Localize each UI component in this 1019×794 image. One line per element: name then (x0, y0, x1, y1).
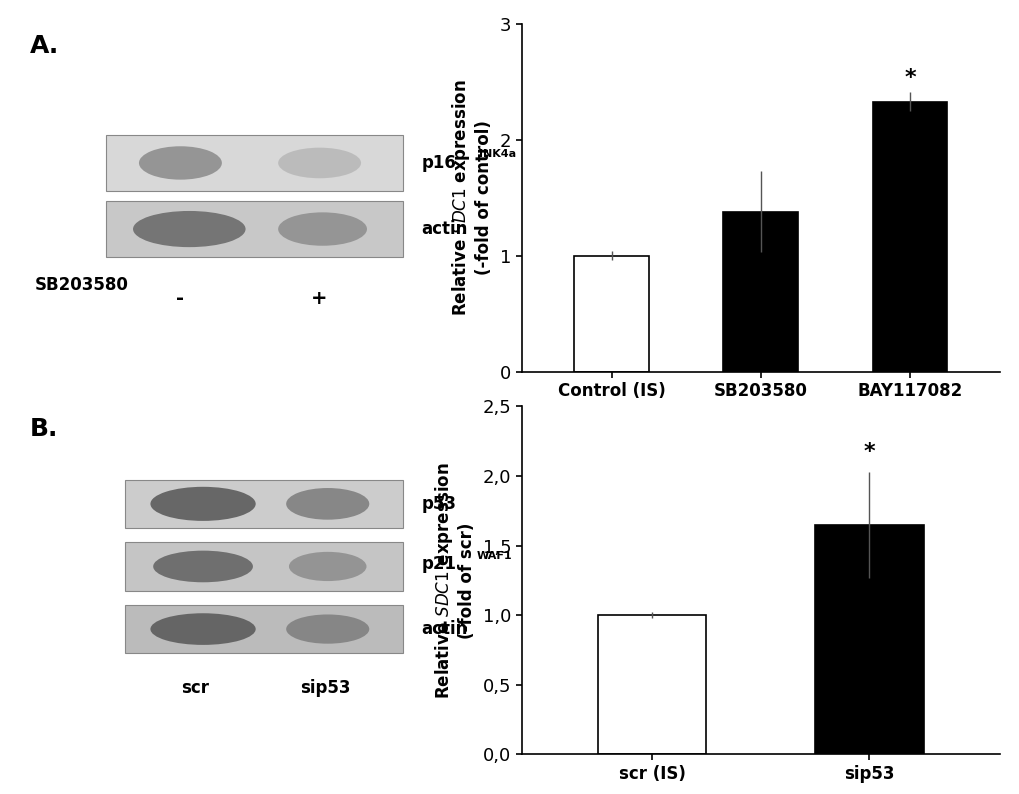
Ellipse shape (286, 615, 369, 644)
Text: B.: B. (30, 417, 58, 441)
Y-axis label: Relative $\mathit{SDC1}$ expression
(-fold of scr): Relative $\mathit{SDC1}$ expression (-fo… (433, 462, 476, 699)
Text: sip53: sip53 (300, 679, 350, 697)
Bar (722, 212, 797, 372)
Text: *: * (903, 67, 915, 87)
FancyBboxPatch shape (125, 480, 403, 528)
Bar (814, 525, 922, 754)
Text: -: - (176, 289, 184, 308)
Text: A.: A. (30, 34, 59, 58)
FancyBboxPatch shape (125, 542, 403, 591)
Ellipse shape (278, 148, 361, 179)
Bar (574, 256, 648, 372)
Text: WAF1: WAF1 (476, 551, 512, 561)
Ellipse shape (150, 487, 256, 521)
FancyBboxPatch shape (106, 135, 403, 191)
Text: INK4a: INK4a (479, 149, 516, 159)
Ellipse shape (132, 211, 246, 247)
Text: p53: p53 (421, 495, 457, 513)
Bar (872, 102, 947, 372)
Ellipse shape (278, 212, 367, 246)
Ellipse shape (150, 613, 256, 645)
Ellipse shape (286, 488, 369, 520)
Y-axis label: Relative $\mathit{SDC1}$ expression
(-fold of control): Relative $\mathit{SDC1}$ expression (-fo… (449, 79, 492, 316)
Text: +: + (311, 289, 327, 308)
Text: actin: actin (421, 220, 468, 238)
Text: SB203580: SB203580 (35, 276, 128, 294)
Text: p21: p21 (421, 555, 457, 573)
FancyBboxPatch shape (125, 605, 403, 653)
FancyBboxPatch shape (106, 201, 403, 257)
Ellipse shape (288, 552, 366, 581)
Text: actin: actin (421, 620, 468, 638)
Text: p16: p16 (421, 154, 457, 172)
Text: *: * (863, 442, 874, 462)
Ellipse shape (139, 146, 222, 179)
Text: scr: scr (180, 679, 209, 697)
Ellipse shape (153, 550, 253, 582)
Bar (597, 615, 706, 754)
